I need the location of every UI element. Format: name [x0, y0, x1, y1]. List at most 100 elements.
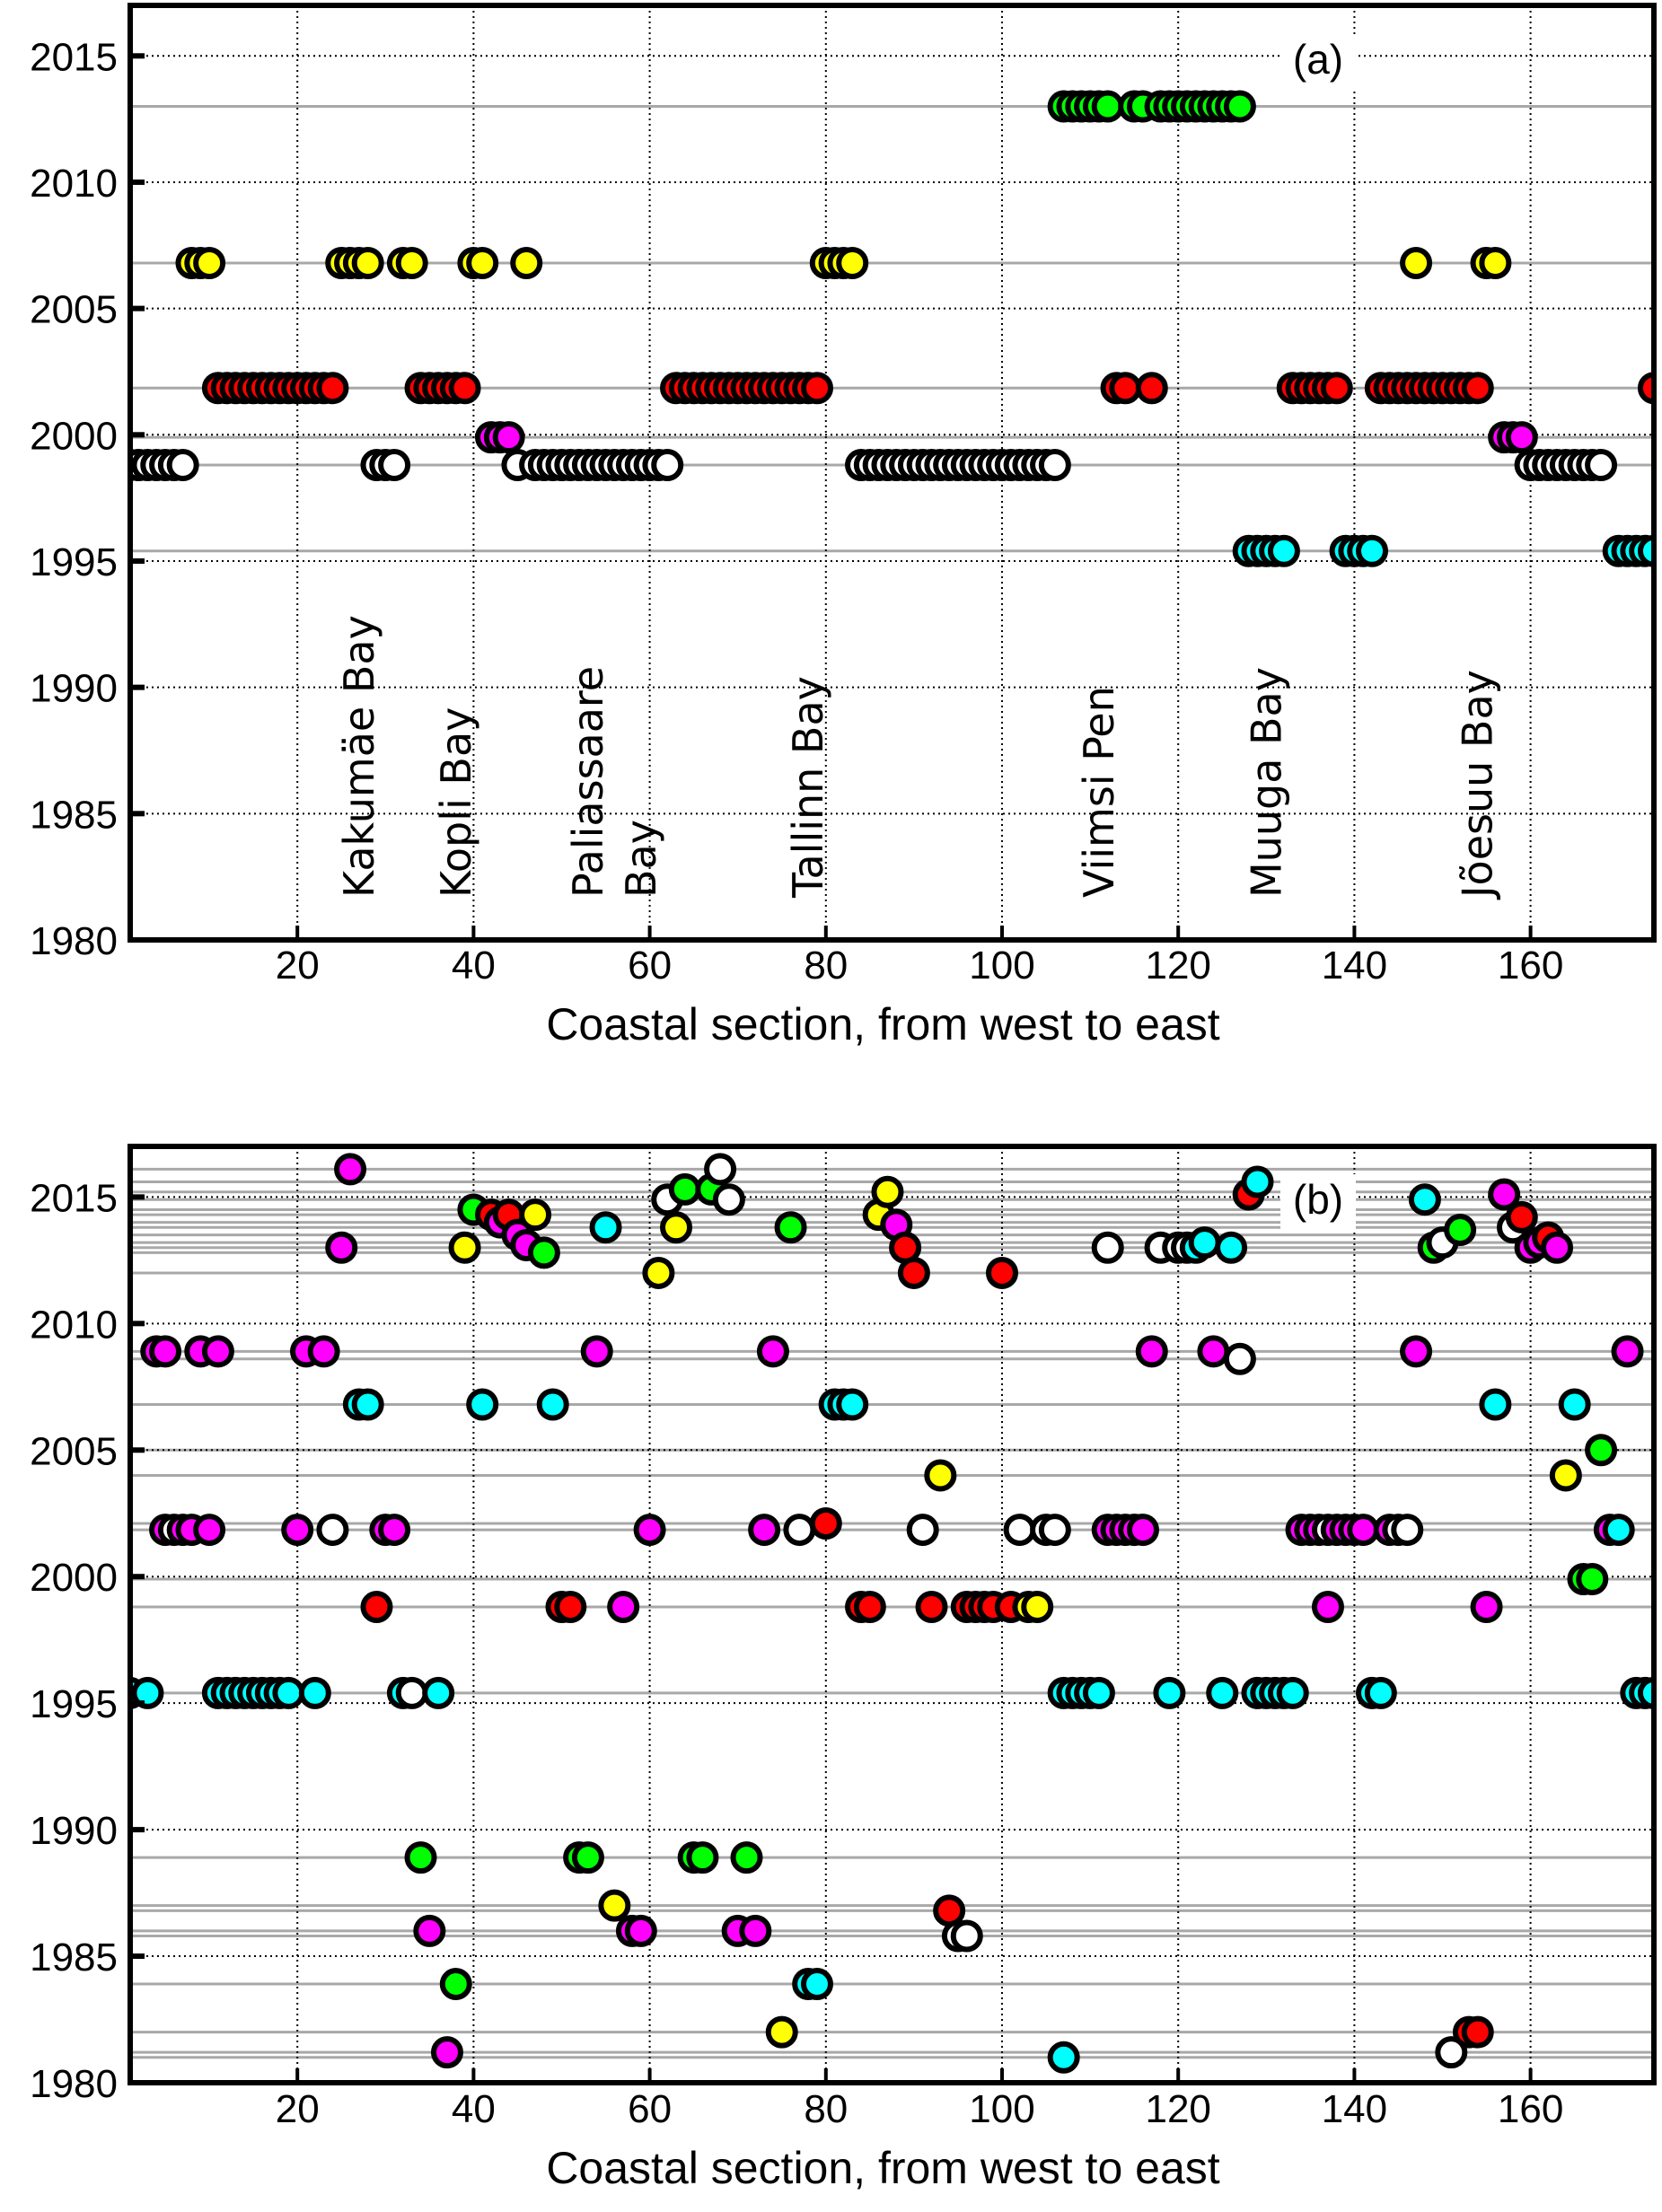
data-point-cyan	[131, 1676, 164, 1709]
y-tick-label: 2010	[30, 1303, 118, 1347]
panel-label-bg	[1280, 1174, 1356, 1230]
data-point-yellow	[193, 246, 226, 279]
data-point-magenta	[633, 1514, 666, 1547]
x-tick-label: 100	[969, 944, 1034, 988]
bay-label: Jõesuu Bay	[1454, 670, 1502, 900]
data-point-yellow	[510, 246, 543, 279]
data-point-magenta	[378, 1514, 411, 1547]
data-point-magenta	[739, 1914, 772, 1947]
x-tick-label: 80	[804, 2087, 848, 2131]
data-point-white	[316, 1514, 349, 1547]
data-point-red	[1461, 2015, 1494, 2049]
data-point-green	[1576, 1563, 1609, 1596]
data-point-cyan	[536, 1388, 569, 1421]
bay-label: Kopli Bay	[432, 707, 480, 898]
data-point-magenta	[307, 1335, 340, 1368]
x-tick-label: 120	[1145, 944, 1210, 988]
y-tick-label: 2015	[30, 35, 118, 79]
data-point-white	[906, 1514, 939, 1547]
data-point-cyan	[1241, 1165, 1274, 1198]
y-tick-label: 1985	[30, 793, 118, 837]
data-point-magenta	[1126, 1514, 1159, 1547]
panel-label: (a)	[1293, 36, 1343, 83]
data-point-cyan	[1637, 1676, 1654, 1709]
data-point-magenta	[1488, 1178, 1521, 1211]
data-point-cyan	[836, 1388, 869, 1421]
data-point-red	[1135, 372, 1168, 405]
data-point-red	[986, 1256, 1018, 1289]
y-tick-label: 2005	[30, 288, 118, 332]
data-point-yellow	[642, 1256, 675, 1289]
x-tick-label: 120	[1145, 2087, 1210, 2131]
data-point-cyan	[1637, 534, 1654, 567]
data-point-magenta	[1470, 1591, 1503, 1624]
data-point-magenta	[492, 421, 525, 454]
axes-box	[128, 3, 1657, 943]
axes-box	[128, 1144, 1657, 2085]
data-point-green	[527, 1236, 560, 1269]
data-point-white	[395, 1676, 428, 1709]
y-tick-label: 1980	[30, 2062, 118, 2106]
data-point-red	[800, 372, 833, 405]
bay-label: Muuga Bay	[1242, 667, 1290, 898]
x-tick-label: 20	[276, 2087, 320, 2131]
data-point-cyan	[1479, 1388, 1512, 1421]
data-point-magenta	[756, 1335, 789, 1368]
data-point-magenta	[580, 1335, 613, 1368]
data-point-magenta	[325, 1231, 358, 1264]
y-tick-label: 1995	[30, 540, 118, 584]
data-point-red	[1505, 1200, 1538, 1233]
data-year-lines	[130, 1167, 1654, 2059]
x-tick-label: 40	[452, 2087, 496, 2131]
data-point-magenta	[748, 1514, 781, 1547]
data-point-green	[571, 1841, 604, 1874]
data-point-yellow	[1021, 1591, 1054, 1624]
y-tick-label: 2015	[30, 1176, 118, 1220]
panel-label-bg	[1280, 34, 1356, 90]
data-point-red	[1320, 372, 1353, 405]
data-point-green	[1585, 1434, 1618, 1467]
data-point-cyan	[298, 1676, 331, 1709]
x-tick-label: 40	[452, 944, 496, 988]
y-tick-label: 1990	[30, 667, 118, 711]
data-point-green	[1091, 90, 1124, 123]
data-point-cyan	[1215, 1231, 1248, 1264]
y-tick-label: 1990	[30, 1809, 118, 1853]
x-tick-label: 60	[628, 2087, 672, 2131]
data-point-yellow	[519, 1198, 552, 1232]
data-point-yellow	[1400, 246, 1433, 279]
x-axis-title: Coastal section, from west to east	[546, 2143, 1219, 2193]
data-point-red	[554, 1591, 587, 1624]
data-point-white	[1003, 1514, 1036, 1547]
data-point-magenta	[1347, 1514, 1380, 1547]
data-point-yellow	[1549, 1459, 1582, 1492]
data-point-white	[1435, 2036, 1468, 2069]
data-point-green	[1444, 1214, 1477, 1247]
bay-label: Paliassaare	[564, 666, 612, 898]
x-tick-label: 100	[969, 2087, 1034, 2131]
grid	[130, 1146, 1654, 2084]
data-point-cyan	[1267, 534, 1300, 567]
data-points	[130, 1153, 1654, 2074]
data-point-white	[166, 449, 199, 482]
data-point-magenta	[607, 1591, 640, 1624]
data-point-cyan	[1558, 1388, 1591, 1421]
x-tick-label: 160	[1498, 2087, 1563, 2131]
data-points	[130, 90, 1654, 567]
y-tick-label: 2000	[30, 414, 118, 458]
y-tick-label: 2010	[30, 162, 118, 206]
data-point-white	[1038, 1514, 1071, 1547]
x-tick-label: 140	[1322, 2087, 1387, 2131]
data-point-white	[704, 1153, 737, 1186]
data-point-yellow	[765, 2015, 798, 2049]
data-point-red	[809, 1507, 842, 1540]
data-point-white	[783, 1514, 816, 1547]
data-point-red	[1109, 372, 1142, 405]
panel-a: Kakumäe Bay Kopli Bay Paliassaare Bay Tallin…	[30, 3, 1657, 1049]
data-point-green	[404, 1841, 437, 1874]
data-point-red	[360, 1591, 393, 1624]
data-point-magenta	[1197, 1335, 1230, 1368]
data-point-white	[1223, 1342, 1256, 1375]
data-point-magenta	[193, 1514, 226, 1547]
